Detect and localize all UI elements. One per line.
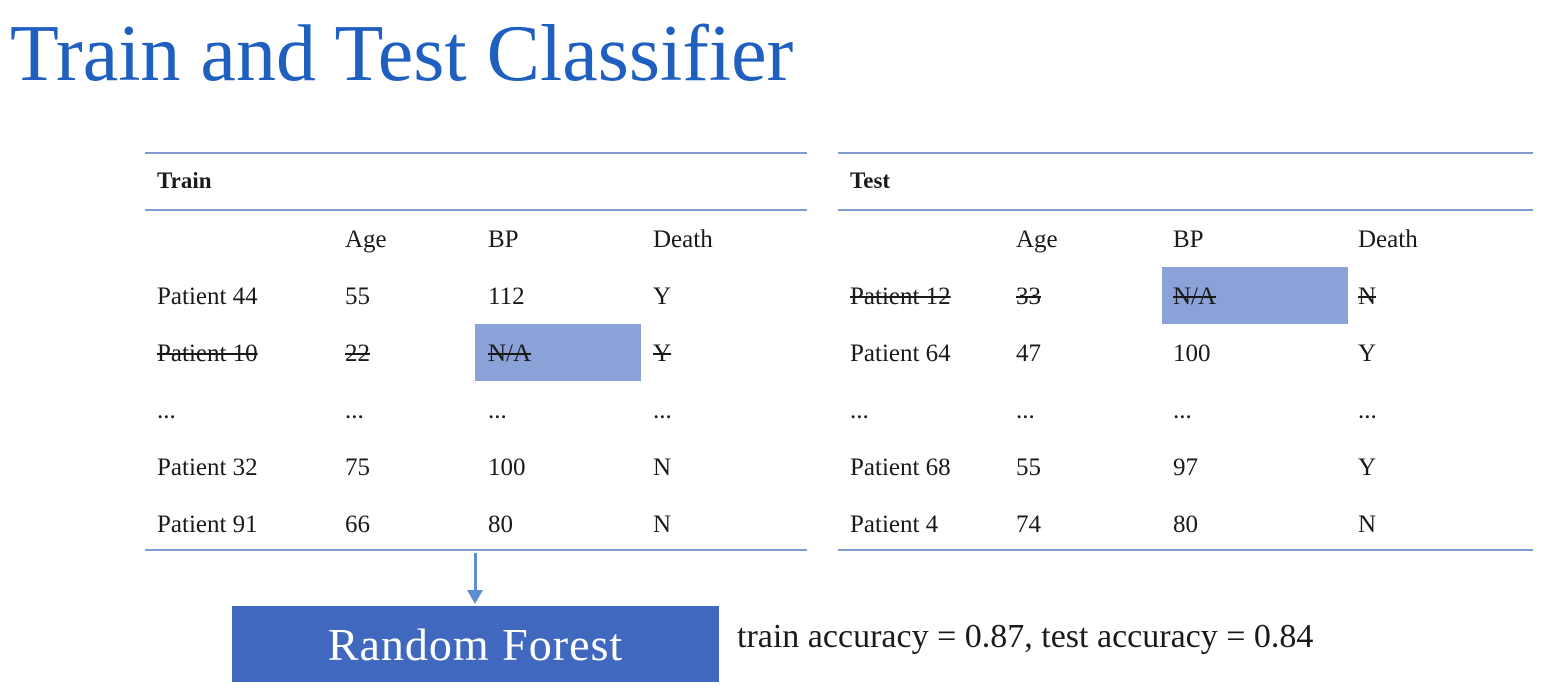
train-table-title: Train (157, 168, 212, 193)
test-table-bottom-rule (838, 549, 1533, 551)
train-table-cell: ... (345, 397, 364, 424)
test-table-cell: ... (1358, 397, 1377, 424)
test-table-top-rule (838, 152, 1533, 154)
test-table-cell: ... (1016, 397, 1035, 424)
test-table-cell: 33 (1016, 283, 1041, 310)
train-table-cell: 112 (488, 283, 525, 310)
test-table-cell: N (1358, 511, 1377, 538)
test-missing-value-highlight (1162, 267, 1348, 324)
train-table-cell: 66 (345, 511, 370, 538)
model-label: Random Forest (327, 618, 624, 670)
test-table-cell: Y (1358, 340, 1377, 367)
slide-title: Train and Test Classifier (10, 10, 794, 98)
test-table: Test Age BP Death Patient 12 33 N/A N Patient 6… (838, 152, 1533, 552)
test-table-cell: 55 (1016, 454, 1041, 481)
train-table-cell: Y (653, 340, 672, 367)
test-table-cell: Patient 68 (850, 454, 951, 481)
train-table-cell: ... (653, 397, 672, 424)
train-table-cell: 22 (345, 340, 370, 367)
test-table-title: Test (850, 168, 891, 193)
test-table-cell: N/A (1173, 283, 1217, 310)
test-table-cell: N (1358, 283, 1377, 310)
train-table-cell: 80 (488, 511, 513, 538)
flow-arrow-head (467, 590, 483, 604)
test-table-cell: 80 (1173, 511, 1198, 538)
test-table-cell: Y (1358, 454, 1377, 481)
train-table-cell: ... (157, 397, 176, 424)
train-table-cell: Patient 91 (157, 511, 258, 538)
train-table-cell: N (653, 454, 672, 481)
train-missing-value-highlight (475, 324, 641, 381)
test-table-cell: Patient 4 (850, 511, 939, 538)
train-table-cell: 55 (345, 283, 370, 310)
test-table-header-rule (838, 209, 1533, 211)
train-column-header: Death (653, 226, 713, 253)
test-column-header: Age (1016, 226, 1058, 253)
test-table-cell: ... (1173, 397, 1192, 424)
test-table-cell: 74 (1016, 511, 1041, 538)
test-column-header: BP (1173, 226, 1204, 253)
train-table-cell: Patient 10 (157, 340, 258, 367)
train-table-cell: Y (653, 283, 672, 310)
train-column-header: BP (488, 226, 519, 253)
train-table-cell: 75 (345, 454, 370, 481)
test-table-cell: ... (850, 397, 869, 424)
train-table-cell: N/A (488, 340, 532, 367)
train-table-cell: 100 (488, 454, 526, 481)
train-table-cell: Patient 44 (157, 283, 258, 310)
accuracy-text: train accuracy = 0.87, test accuracy = 0… (737, 618, 1314, 655)
test-table-cell: 100 (1173, 340, 1211, 367)
model-box: Random Forest (232, 606, 719, 682)
train-table-bottom-rule (145, 549, 807, 551)
train-table-cell: N (653, 511, 672, 538)
test-table-cell: Patient 12 (850, 283, 951, 310)
train-column-header: Age (345, 226, 387, 253)
train-table-cell: ... (488, 397, 507, 424)
train-table-top-rule (145, 152, 807, 154)
train-table-header-rule (145, 209, 807, 211)
test-table-cell: 47 (1016, 340, 1041, 367)
test-column-header: Death (1358, 226, 1418, 253)
flow-arrow-line (474, 553, 477, 593)
train-table: Train Age BP Death Patient 44 55 112 Y Patient … (145, 152, 807, 552)
test-table-cell: Patient 64 (850, 340, 951, 367)
train-table-cell: Patient 32 (157, 454, 258, 481)
test-table-cell: 97 (1173, 454, 1198, 481)
